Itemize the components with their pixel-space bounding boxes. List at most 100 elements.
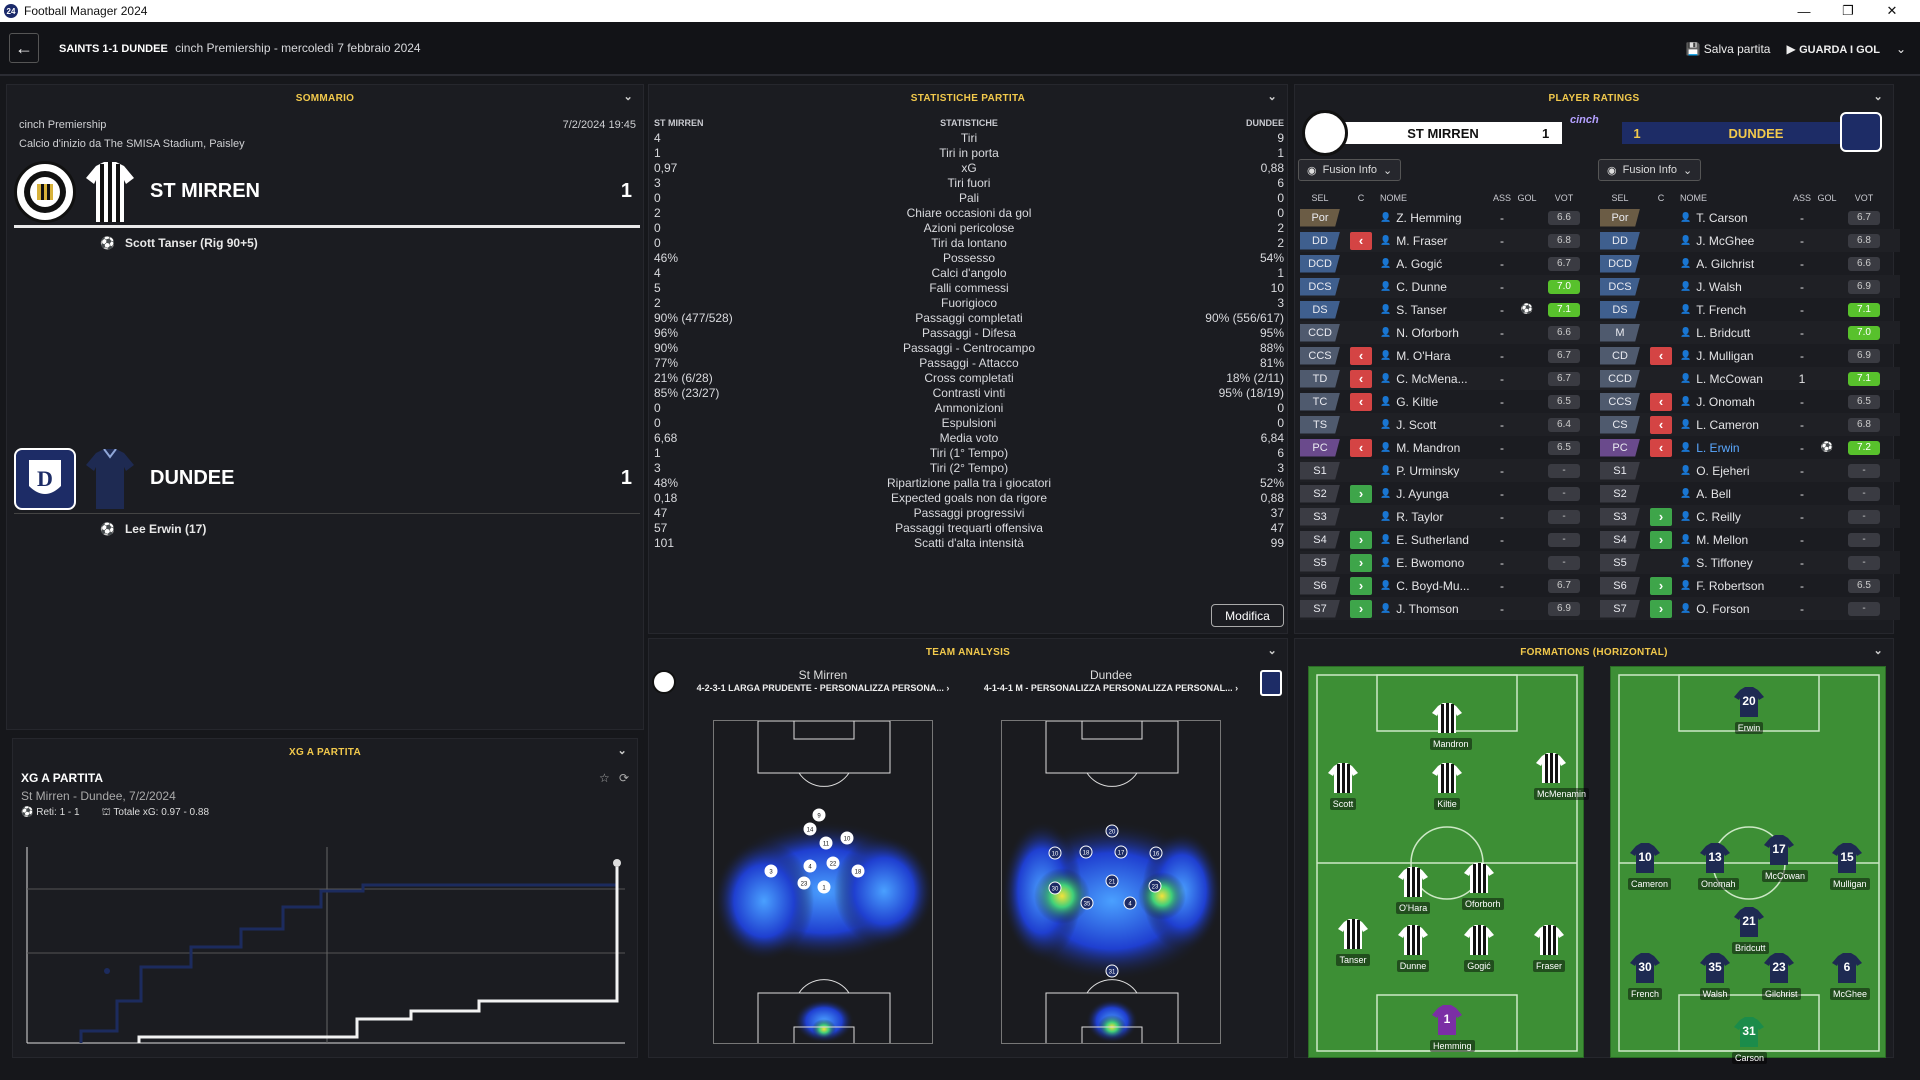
player-row[interactable]: PC ‹ 👤 L. Erwin - ⚽ 7.2 (1600, 436, 1900, 459)
player-name-cell[interactable]: 👤 J. Mulligan (1680, 349, 1790, 363)
formation-player[interactable]: 13 Onomah (1698, 843, 1739, 890)
player-row[interactable]: CS ‹ 👤 L. Cameron - 6.8 (1600, 413, 1900, 436)
formation-player[interactable]: 21 Bridcutt (1732, 907, 1769, 954)
watch-goals-button[interactable]: ▶ GUARDA I GOL (1786, 42, 1879, 56)
player-name-cell[interactable]: 👤 J. Walsh (1680, 280, 1790, 294)
formation-player[interactable]: 31 Carson (1732, 1017, 1768, 1064)
player-row[interactable]: TS 👤 J. Scott - 6.4 (1300, 413, 1600, 436)
star-icon[interactable]: ☆ (599, 771, 610, 785)
player-name-cell[interactable]: 👤 L. Bridcutt (1680, 326, 1790, 340)
player-row[interactable]: PC ‹ 👤 M. Mandron - 6.5 (1300, 436, 1600, 459)
player-row[interactable]: S5 👤 S. Tiffoney - - (1600, 551, 1900, 574)
chevron-down-icon[interactable]: ⌄ (1873, 645, 1883, 657)
home-tactic-link[interactable]: 4-2-3-1 LARGA PRUDENTE - PERSONALIZZA PE… (696, 683, 950, 693)
player-row[interactable]: S6 › 👤 F. Robertson - 6.5 (1600, 574, 1900, 597)
player-row[interactable]: DCD 👤 A. Gilchrist - 6.6 (1600, 252, 1900, 275)
refresh-icon[interactable]: ⟳ (619, 771, 630, 785)
player-name-cell[interactable]: 👤 E. Bwomono (1380, 556, 1490, 570)
minimize-icon[interactable]: — (1797, 3, 1811, 19)
chevron-down-icon[interactable]: ⌄ (1895, 42, 1906, 56)
formation-player[interactable]: Tanser (1336, 919, 1370, 966)
player-name-cell[interactable]: 👤 S. Tanser (1380, 303, 1490, 317)
player-name-cell[interactable]: 👤 O. Ejeheri (1680, 464, 1790, 478)
chevron-down-icon[interactable]: ⌄ (1873, 91, 1883, 103)
chevron-down-icon[interactable]: ⌄ (1267, 645, 1277, 657)
player-name-cell[interactable]: 👤 J. Ayunga (1380, 487, 1490, 501)
player-name-cell[interactable]: 👤 Z. Hemming (1380, 211, 1490, 225)
player-name-cell[interactable]: 👤 L. Erwin (1680, 441, 1790, 455)
player-row[interactable]: DCS 👤 J. Walsh - 6.9 (1600, 275, 1900, 298)
player-row[interactable]: S3 👤 R. Taylor - - (1300, 505, 1600, 528)
player-row[interactable]: Por 👤 T. Carson - 6.7 (1600, 206, 1900, 229)
formation-player[interactable]: Oforborh (1462, 863, 1504, 910)
formation-player[interactable]: Fraser (1532, 925, 1566, 972)
player-name-cell[interactable]: 👤 C. Reilly (1680, 510, 1790, 524)
maximize-icon[interactable]: ❐ (1842, 3, 1854, 18)
player-name-cell[interactable]: 👤 L. McCowan (1680, 372, 1790, 386)
player-name-cell[interactable]: 👤 N. Oforborh (1380, 326, 1490, 340)
formation-player[interactable]: 10 Cameron (1628, 843, 1672, 890)
formation-player[interactable]: 17 McCowan (1762, 835, 1809, 882)
formation-player[interactable]: Dunne (1396, 925, 1430, 972)
player-name-cell[interactable]: 👤 M. Fraser (1380, 234, 1490, 248)
player-row[interactable]: Por 👤 Z. Hemming - 6.6 (1300, 206, 1600, 229)
player-row[interactable]: CCD 👤 L. McCowan 1 7.1 (1600, 367, 1900, 390)
formation-player[interactable]: Mandron (1430, 703, 1472, 750)
chevron-down-icon[interactable]: ⌄ (623, 91, 633, 103)
player-name-cell[interactable]: 👤 T. French (1680, 303, 1790, 317)
player-row[interactable]: DS 👤 T. French - 7.1 (1600, 298, 1900, 321)
player-name-cell[interactable]: 👤 O. Forson (1680, 602, 1790, 616)
formation-player[interactable]: 1 Hemming (1430, 1005, 1475, 1052)
player-name-cell[interactable]: 👤 T. Carson (1680, 211, 1790, 225)
player-name-cell[interactable]: 👤 F. Robertson (1680, 579, 1790, 593)
player-name-cell[interactable]: 👤 C. Boyd-Mu... (1380, 579, 1490, 593)
player-row[interactable]: S4 › 👤 E. Sutherland - - (1300, 528, 1600, 551)
away-filter-dropdown[interactable]: ◉ Fusion Info ⌄ (1598, 159, 1702, 181)
formation-player[interactable]: 20 Erwin (1732, 687, 1766, 734)
player-row[interactable]: S4 › 👤 M. Mellon - - (1600, 528, 1900, 551)
player-row[interactable]: S6 › 👤 C. Boyd-Mu... - 6.7 (1300, 574, 1600, 597)
player-row[interactable]: DD ‹ 👤 M. Fraser - 6.8 (1300, 229, 1600, 252)
formation-player[interactable]: McMenamin (1534, 753, 1590, 800)
player-row[interactable]: S7 › 👤 J. Thomson - 6.9 (1300, 597, 1600, 620)
player-row[interactable]: CD ‹ 👤 J. Mulligan - 6.9 (1600, 344, 1900, 367)
player-row[interactable]: DCD 👤 A. Gogić - 6.7 (1300, 252, 1600, 275)
close-icon[interactable]: ✕ (1886, 3, 1898, 18)
player-name-cell[interactable]: 👤 E. Sutherland (1380, 533, 1490, 547)
formation-player[interactable]: O'Hara (1396, 867, 1431, 914)
formation-player[interactable]: Gogić (1462, 925, 1496, 972)
player-row[interactable]: S7 › 👤 O. Forson - - (1600, 597, 1900, 620)
player-name-cell[interactable]: 👤 S. Tiffoney (1680, 556, 1790, 570)
player-name-cell[interactable]: 👤 M. O'Hara (1380, 349, 1490, 363)
player-row[interactable]: TC ‹ 👤 G. Kiltie - 6.5 (1300, 390, 1600, 413)
player-row[interactable]: S2 › 👤 J. Ayunga - - (1300, 482, 1600, 505)
player-name-cell[interactable]: 👤 A. Gogić (1380, 257, 1490, 271)
player-name-cell[interactable]: 👤 C. Dunne (1380, 280, 1490, 294)
formation-player[interactable]: 30 French (1628, 953, 1663, 1000)
player-name-cell[interactable]: 👤 G. Kiltie (1380, 395, 1490, 409)
save-match-button[interactable]: 💾 Salva partita (1685, 42, 1770, 56)
player-name-cell[interactable]: 👤 J. McGhee (1680, 234, 1790, 248)
player-name-cell[interactable]: 👤 M. Mandron (1380, 441, 1490, 455)
formation-player[interactable]: 23 Gilchrist (1762, 953, 1801, 1000)
chevron-down-icon[interactable]: ⌄ (1267, 91, 1277, 103)
player-row[interactable]: DD 👤 J. McGhee - 6.8 (1600, 229, 1900, 252)
formation-player[interactable]: 35 Walsh (1698, 953, 1732, 1000)
player-name-cell[interactable]: 👤 P. Urminsky (1380, 464, 1490, 478)
back-button[interactable]: ← (9, 33, 39, 63)
player-name-cell[interactable]: 👤 J. Onomah (1680, 395, 1790, 409)
formation-player[interactable]: Kiltie (1430, 763, 1464, 810)
player-row[interactable]: S5 › 👤 E. Bwomono - - (1300, 551, 1600, 574)
player-row[interactable]: M 👤 L. Bridcutt - 7.0 (1600, 321, 1900, 344)
player-row[interactable]: DS 👤 S. Tanser - ⚽ 7.1 (1300, 298, 1600, 321)
player-row[interactable]: S1 👤 P. Urminsky - - (1300, 459, 1600, 482)
player-row[interactable]: S1 👤 O. Ejeheri - - (1600, 459, 1900, 482)
player-row[interactable]: S3 › 👤 C. Reilly - - (1600, 505, 1900, 528)
player-row[interactable]: S2 👤 A. Bell - - (1600, 482, 1900, 505)
edit-stats-button[interactable]: Modifica (1211, 604, 1284, 627)
player-name-cell[interactable]: 👤 L. Cameron (1680, 418, 1790, 432)
formation-player[interactable]: 15 Mulligan (1830, 843, 1870, 890)
formation-player[interactable]: 6 McGhee (1830, 953, 1871, 1000)
player-name-cell[interactable]: 👤 R. Taylor (1380, 510, 1490, 524)
player-name-cell[interactable]: 👤 A. Bell (1680, 487, 1790, 501)
